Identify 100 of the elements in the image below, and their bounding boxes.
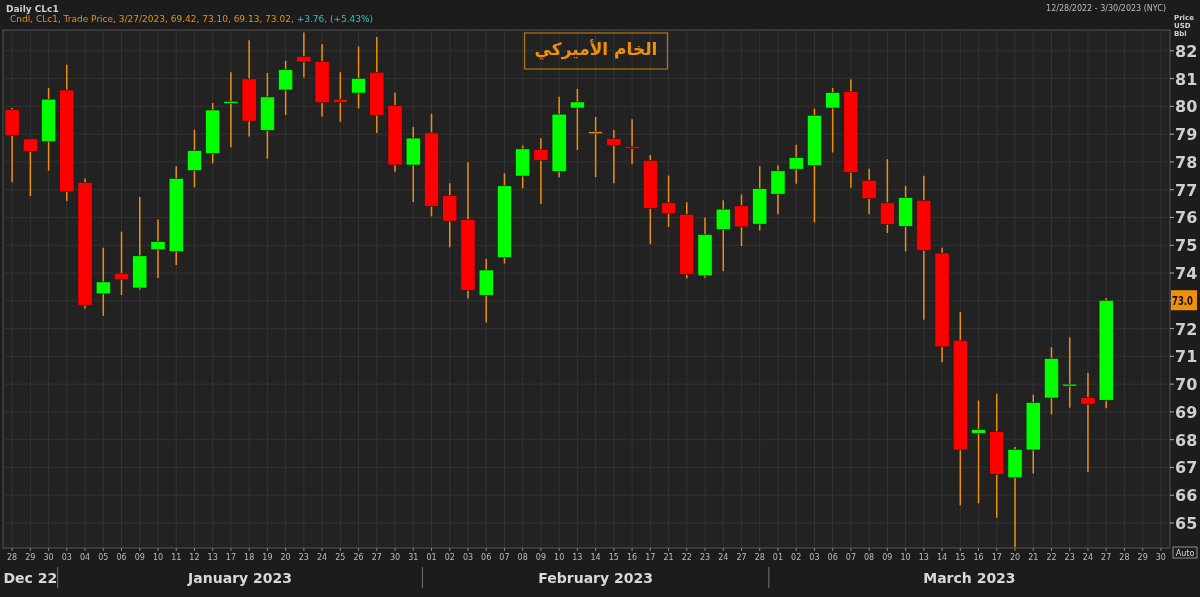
x-tick-label: 20: [1009, 553, 1021, 562]
x-tick-label: 13: [918, 553, 929, 562]
x-tick-label: 01: [772, 553, 784, 562]
x-tick-label: 21: [1028, 553, 1039, 562]
candlestick: [569, 88, 585, 151]
x-tick-label: 14: [936, 553, 948, 562]
y-tick-label: 77: [1175, 180, 1198, 200]
y-tick-label: 69: [1175, 402, 1198, 422]
candlestick: [734, 193, 749, 247]
x-tick-label: 28: [1119, 553, 1130, 562]
x-tick-label: 06: [116, 553, 127, 562]
chart-subtitle: Daily CLc1: [6, 4, 59, 14]
x-tick-label: 23: [298, 553, 309, 562]
y-tick-label: 76: [1175, 208, 1198, 228]
x-tick-label: 06: [481, 553, 492, 562]
x-tick-label: 07: [845, 553, 856, 562]
x-tick-label: 17: [991, 553, 1002, 562]
candlestick: [971, 399, 986, 505]
x-tick-label: 28: [754, 553, 765, 562]
candlestick: [533, 137, 549, 205]
x-tick-label: 04: [79, 553, 91, 562]
candlestick: [861, 168, 877, 215]
x-tick-label: 17: [225, 553, 237, 562]
y-tick-label: 68: [1175, 430, 1198, 450]
candlestick: [606, 129, 622, 185]
x-tick-label: 13: [572, 553, 583, 562]
x-tick-label: 09: [134, 553, 145, 562]
x-tick-label: 01: [426, 553, 437, 562]
text: 12/28/2022 - 3/30/2023 (NYC): [1046, 4, 1166, 13]
x-tick-label: 03: [809, 553, 820, 562]
candlestick: [715, 199, 731, 272]
x-tick-label: 13: [207, 553, 218, 562]
x-tick-label: 03: [61, 553, 72, 562]
x-tick-label: 22: [681, 553, 692, 562]
x-tick-label: 09: [882, 553, 893, 562]
text: Auto: [1175, 549, 1195, 558]
candlestick: [770, 164, 786, 215]
candlestick: [332, 71, 348, 123]
y-tick-label: 80: [1175, 97, 1198, 117]
x-tick-label: 05: [98, 553, 109, 562]
x-tick-label: 10: [554, 553, 565, 562]
x-tick-label: 03: [462, 553, 474, 562]
candlestick: [351, 45, 366, 110]
x-tick-label: 30: [389, 553, 401, 562]
x-tick-label: 23: [1064, 553, 1075, 562]
x-tick-label: 29: [25, 553, 36, 562]
y-tick-label: 81: [1175, 69, 1198, 89]
x-tick-label: 10: [900, 553, 911, 562]
x-tick-label: 14: [590, 553, 601, 562]
x-tick-label: 08: [517, 553, 528, 562]
y-tick-label: 65: [1175, 514, 1198, 533]
x-tick-label: 02: [791, 553, 802, 562]
text: January 2023: [187, 570, 292, 586]
y-tick-label: 67: [1175, 458, 1198, 478]
x-tick-label: 08: [864, 553, 875, 562]
x-tick-label: 26: [353, 553, 364, 562]
x-tick-label: 28: [7, 553, 18, 562]
text: February 2023: [538, 570, 653, 586]
y-tick-label: 66: [1175, 486, 1198, 506]
x-tick-label: 16: [626, 553, 638, 562]
x-tick-label: 12: [189, 553, 200, 562]
x-tick-label: 27: [371, 553, 382, 562]
candlestick: [1062, 336, 1078, 409]
candlestick: [788, 143, 804, 185]
x-tick-label: 18: [244, 553, 255, 562]
candlestick: [187, 128, 202, 188]
candlestick: [661, 174, 676, 228]
candlestick: [114, 230, 129, 296]
y-tick-label: 75: [1175, 236, 1198, 256]
y-tick-label: 79: [1175, 125, 1198, 145]
x-tick-label: 07: [499, 553, 510, 562]
y-tick-label: 70: [1175, 375, 1198, 395]
candlestick: [624, 118, 640, 165]
x-tick-label: 24: [718, 553, 729, 562]
text: Cndl, CLc1, Trade Price, 3/27/2023, 69.42, 73.10, 69.13, 73.02,: [10, 14, 297, 24]
y-tick-label: 72: [1175, 319, 1198, 339]
x-tick-label: 19: [262, 553, 273, 562]
text: Dec 22: [3, 570, 58, 586]
candlestick: [879, 158, 895, 234]
candlestick: [1080, 371, 1096, 473]
candlestick: [825, 87, 841, 154]
x-tick-label: 15: [608, 553, 619, 562]
x-tick-label: 06: [827, 553, 838, 562]
x-tick-label: 10: [152, 553, 164, 562]
x-tick-label: 11: [171, 553, 182, 562]
x-tick-label: 24: [1082, 553, 1094, 562]
x-tick-label: 21: [663, 553, 674, 562]
x-tick-label: 27: [1101, 553, 1112, 562]
text: 73.0: [1172, 294, 1200, 309]
candlestick: [223, 71, 239, 148]
x-tick-label: 17: [645, 553, 656, 562]
x-tick-label: 15: [955, 553, 966, 562]
x-tick-label: 31: [408, 553, 419, 562]
text: March 2023: [923, 570, 1016, 586]
text: الخام الأميركي: [534, 39, 658, 60]
x-tick-label: 02: [444, 553, 455, 562]
x-tick-label: 27: [736, 553, 747, 562]
x-tick-label: 23: [699, 553, 711, 562]
x-tick-label: 30: [43, 553, 54, 562]
candlestick: [22, 138, 38, 197]
